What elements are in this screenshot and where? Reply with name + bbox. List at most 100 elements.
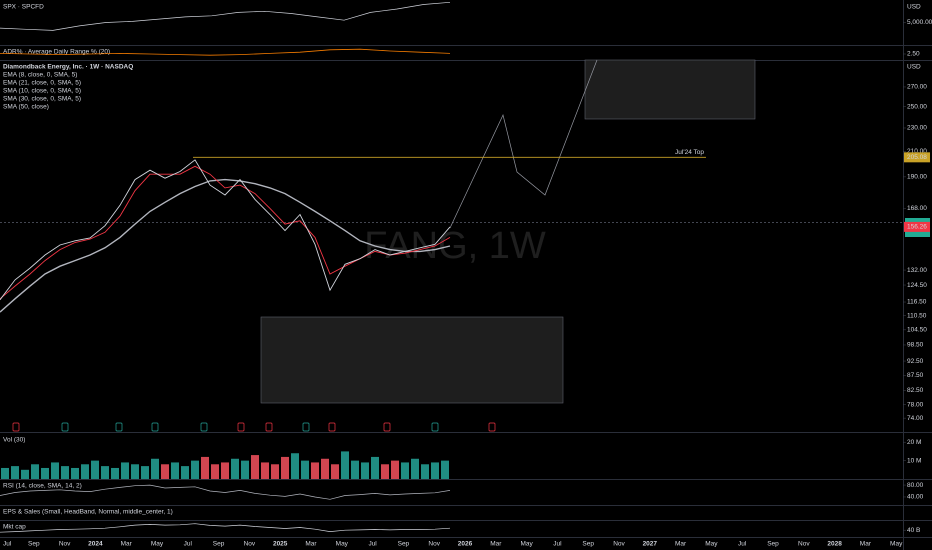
volume-bar <box>171 462 179 479</box>
earnings-icon <box>488 422 496 432</box>
y-tick-label: 10 M <box>907 457 921 464</box>
x-tick-label: Jul <box>553 541 562 548</box>
y-tick-label: 20 M <box>907 439 921 446</box>
volume-bar <box>361 462 369 479</box>
earnings-icon <box>61 422 69 432</box>
y-tick-label: 40.00 <box>907 494 924 501</box>
pane-title: RSI (14, close, SMA, 14, 2) <box>3 483 82 490</box>
y-tick-label: 87.50 <box>907 372 924 379</box>
pane-title: ADR% · Average Daily Range % (20) <box>3 49 110 56</box>
volume-bar <box>131 464 139 479</box>
projection-drawing <box>449 59 598 229</box>
volume-bar <box>271 464 279 479</box>
volume-bar <box>221 462 229 479</box>
earnings-icon <box>200 422 208 432</box>
volume-bar <box>51 462 59 479</box>
earnings-icon <box>302 422 310 432</box>
x-tick-label: Jul <box>184 541 193 548</box>
volume-bar <box>191 460 199 479</box>
volume-bar <box>381 464 389 479</box>
y-tick-label: 2.50 <box>907 51 920 58</box>
x-tick-label: Sep <box>28 541 40 548</box>
x-tick-label: 2025 <box>273 541 288 548</box>
x-tick-label: Nov <box>244 541 256 548</box>
volume-bar <box>41 467 49 479</box>
x-tick-label: Jul <box>738 541 747 548</box>
level-tag <box>904 152 930 163</box>
target-box <box>584 59 756 120</box>
earnings-icon <box>265 422 273 432</box>
x-tick-label: May <box>151 541 164 548</box>
volume-bar <box>231 458 239 479</box>
y-tick-label: 78.00 <box>907 401 924 408</box>
x-tick-label: 2027 <box>643 541 658 548</box>
y-tick-label: 98.50 <box>907 342 924 349</box>
x-tick-label: May <box>705 541 718 548</box>
volume-bar <box>91 460 99 479</box>
x-tick-label: Sep <box>767 541 779 548</box>
y-tick-label: 5,000.00 <box>907 19 932 26</box>
indicator-label: SMA (10, close, 0, SMA, 5) <box>3 88 81 95</box>
volume-bar <box>391 460 399 479</box>
currency-label: USD <box>907 64 921 71</box>
y-tick-label: 168.00 <box>907 205 927 212</box>
y-tick-label: 124.50 <box>907 282 927 289</box>
indicator-line <box>0 165 451 300</box>
earnings-icon <box>151 422 159 432</box>
volume-bar <box>351 460 359 479</box>
x-tick-label: Nov <box>798 541 810 548</box>
earnings-icon <box>328 422 336 432</box>
earnings-icon <box>383 422 391 432</box>
y-tick-label: 270.00 <box>907 84 927 91</box>
volume-bar <box>431 462 439 479</box>
y-tick-label: 104.50 <box>907 327 927 334</box>
volume-bar <box>291 453 299 479</box>
support-box <box>260 316 564 404</box>
volume-bar <box>311 462 319 479</box>
volume-bar <box>261 462 269 479</box>
earnings-icon <box>237 422 245 432</box>
x-tick-label: 2024 <box>88 541 103 548</box>
earnings-icon <box>431 422 439 432</box>
volume-bar <box>1 467 9 479</box>
y-tick-label: 82.50 <box>907 387 924 394</box>
volume-bar <box>71 467 79 479</box>
x-tick-label: Sep <box>398 541 410 548</box>
indicator-label: SMA (50, close) <box>3 104 49 111</box>
volume-bar <box>141 466 149 479</box>
volume-bar <box>151 458 159 479</box>
x-tick-label: Mar <box>675 541 687 548</box>
indicator-line <box>0 178 451 313</box>
y-tick-label: 110.50 <box>907 312 927 319</box>
volume-bar <box>401 462 409 479</box>
x-tick-label: Mar <box>860 541 872 548</box>
volume-bar <box>441 460 449 479</box>
x-tick-label: Nov <box>613 541 625 548</box>
volume-bar <box>161 464 169 479</box>
x-tick-label: Mar <box>305 541 317 548</box>
x-tick-label: May <box>520 541 533 548</box>
x-tick-label: 2026 <box>458 541 473 548</box>
x-tick-label: Mar <box>121 541 133 548</box>
x-tick-label: Jul <box>368 541 377 548</box>
volume-bar <box>21 469 29 479</box>
last-price-label: 156.26 <box>907 224 927 231</box>
level-tag-label: 205.08 <box>907 154 927 161</box>
volume-bar <box>421 464 429 479</box>
volume-bar <box>371 456 379 479</box>
y-tick-label: 190.00 <box>907 174 927 181</box>
volume-bar <box>341 451 349 479</box>
y-tick-label: 80.00 <box>907 482 924 489</box>
adr-line <box>0 48 451 56</box>
volume-bar <box>281 456 289 479</box>
x-tick-label: May <box>890 541 903 548</box>
x-tick-label: Jul <box>3 541 12 548</box>
volume-bar <box>211 464 219 479</box>
volume-bar <box>111 467 119 479</box>
volume-bar <box>101 466 109 479</box>
